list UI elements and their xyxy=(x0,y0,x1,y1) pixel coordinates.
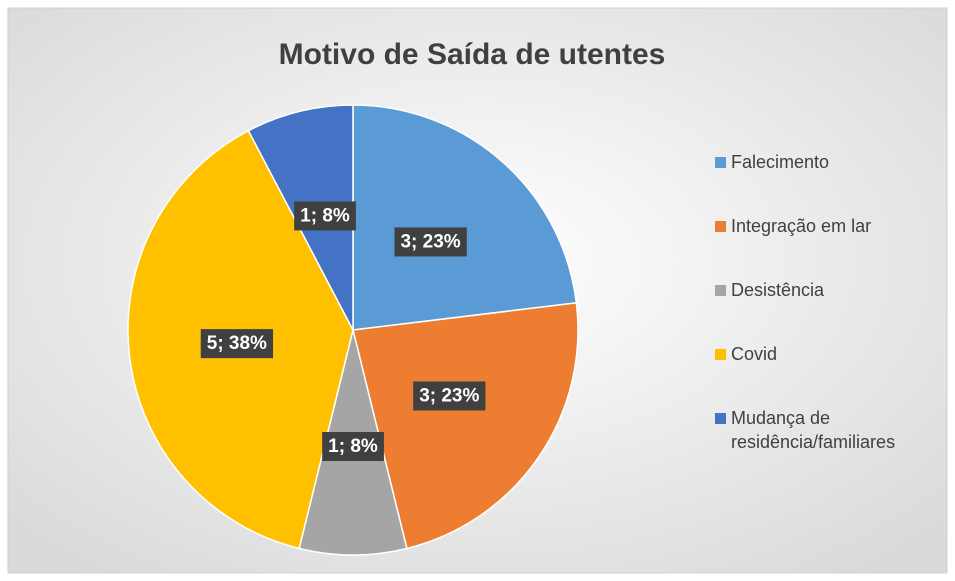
data-label: 1; 8% xyxy=(294,201,356,231)
legend-label: Falecimento xyxy=(731,152,830,172)
chart-title: Motivo de Saída de utentes xyxy=(279,38,666,71)
data-label-text: 3; 23% xyxy=(419,385,479,406)
legend-swatch xyxy=(715,413,726,424)
legend-label: Mudança de residência/familiares xyxy=(731,408,896,452)
legend-item: Falecimento xyxy=(715,150,935,174)
data-label: 3; 23% xyxy=(413,381,486,411)
legend-item: Integração em lar xyxy=(715,214,935,238)
data-label-box xyxy=(294,201,356,231)
legend-swatch xyxy=(715,285,726,296)
legend-swatch xyxy=(715,157,726,168)
data-label-box xyxy=(413,381,486,411)
legend-item: Mudança de residência/familiares xyxy=(715,406,935,454)
legend: Falecimento Integração em lar Desistência C… xyxy=(715,150,935,494)
data-label-box xyxy=(200,329,274,359)
data-label: 3; 23% xyxy=(394,227,467,257)
legend-label: Integração em lar xyxy=(731,216,872,236)
data-label: 1; 8% xyxy=(322,432,384,462)
data-label-text: 5; 38% xyxy=(207,333,267,354)
data-label: 5; 38% xyxy=(200,329,274,359)
pie-slice xyxy=(352,104,578,331)
legend-item: Desistência xyxy=(715,278,935,302)
legend-label: Desistência xyxy=(731,280,825,300)
legend-swatch xyxy=(715,221,726,232)
data-label-box xyxy=(322,432,384,462)
data-label-text: 1; 8% xyxy=(328,436,378,457)
data-label-box xyxy=(394,227,467,257)
legend-item: Covid xyxy=(715,342,935,366)
legend-swatch xyxy=(715,349,726,360)
data-label-text: 1; 8% xyxy=(300,205,350,226)
data-label-text: 3; 23% xyxy=(400,231,460,252)
pie-slice xyxy=(352,302,579,550)
legend-label: Covid xyxy=(731,344,778,364)
